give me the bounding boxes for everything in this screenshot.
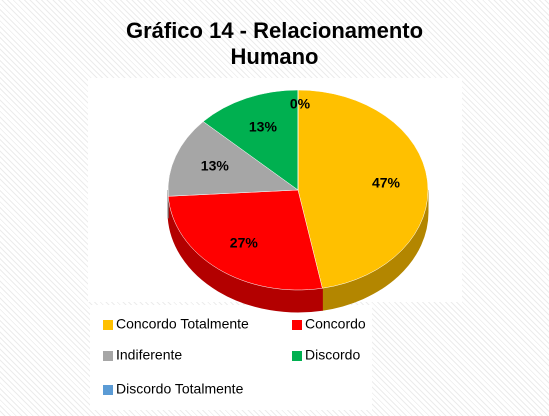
legend-swatch [103, 351, 113, 361]
legend-label: Concordo [305, 316, 366, 332]
legend-swatch [103, 320, 113, 330]
title-box: Gráfico 14 - Relacionamento Humano [0, 18, 549, 70]
data-label: 47% [372, 174, 401, 190]
legend-label: Discordo Totalmente [116, 381, 244, 397]
pie-slice [297, 89, 429, 289]
chart-title: Gráfico 14 - Relacionamento Humano [125, 18, 424, 69]
data-label: 0% [290, 96, 311, 112]
pie-slice [202, 89, 299, 191]
pie-slice [167, 189, 323, 291]
legend-label: Concordo Totalmente [116, 316, 249, 332]
legend-area [90, 305, 372, 410]
data-label: 13% [249, 118, 278, 134]
pie-slice [167, 121, 299, 197]
data-label: 13% [201, 158, 230, 174]
legend-swatch [292, 351, 302, 361]
data-label: 27% [230, 234, 259, 250]
legend-swatch [292, 320, 302, 330]
legend-swatch [103, 385, 113, 395]
legend-label: Discordo [305, 347, 360, 363]
legend-label: Indiferente [116, 347, 182, 363]
